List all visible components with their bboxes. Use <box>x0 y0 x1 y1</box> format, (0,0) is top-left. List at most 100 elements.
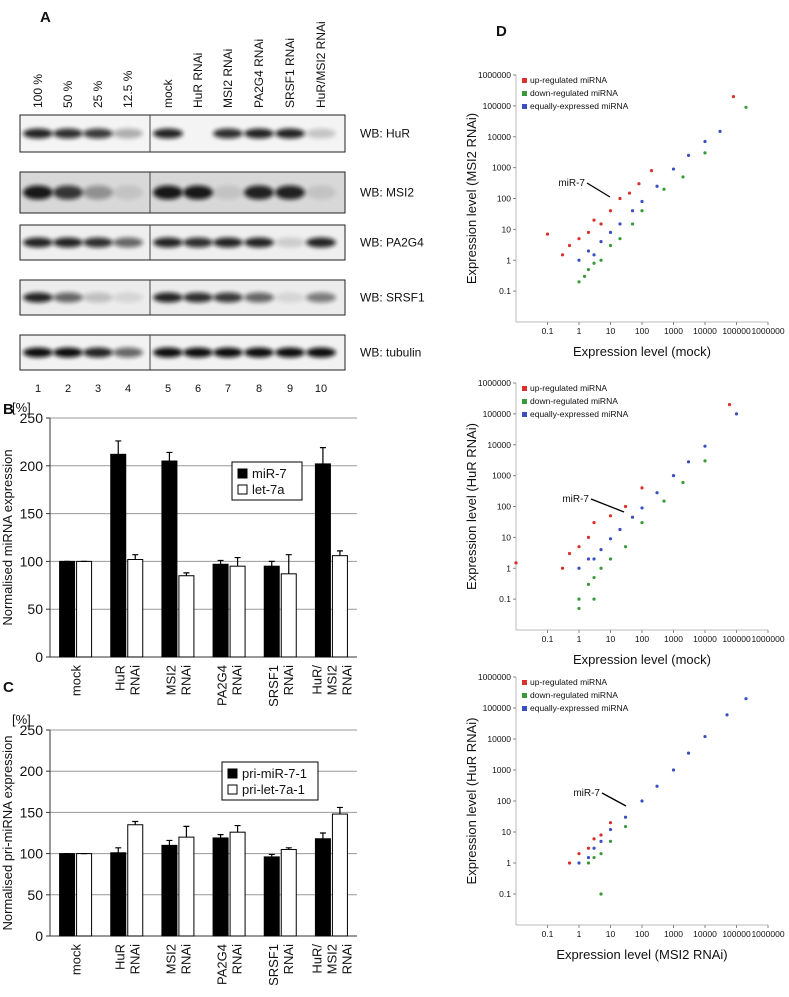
x-axis-label: Expression level (MSI2 RNAi) <box>556 947 727 962</box>
error-bar <box>234 824 241 833</box>
legend-label: equally-expressed miRNA <box>530 703 629 713</box>
data-point <box>703 139 707 144</box>
data-point <box>577 280 581 284</box>
y-tick-label: 50 <box>27 887 43 903</box>
bar <box>331 813 348 937</box>
y-axis-label: Expression level (MSI2 RNAi) <box>464 113 479 284</box>
y-tick-label: 100 <box>20 846 44 862</box>
y-tick-label: 250 <box>20 410 44 426</box>
legend-swatch <box>522 386 527 391</box>
error-bar <box>319 447 326 464</box>
bar <box>263 565 280 658</box>
x-tick-label: 1 <box>577 929 582 939</box>
data-point <box>671 167 676 171</box>
lane-header: 100 % <box>31 74 45 108</box>
y-tick-label: 100000 <box>483 101 512 111</box>
blot-band <box>113 292 143 303</box>
data-point <box>545 232 550 236</box>
blot-band <box>183 292 213 303</box>
blot-band <box>23 347 53 358</box>
data-point <box>599 566 603 570</box>
x-tick-label: MSI2RNAi <box>163 944 193 974</box>
error-bar <box>183 825 190 838</box>
y-tick-label: 50 <box>27 601 43 617</box>
data-point <box>649 169 654 173</box>
bar <box>229 565 246 658</box>
x-tick-label: 1 <box>577 634 582 644</box>
data-point <box>703 459 707 463</box>
error-bar <box>336 550 343 556</box>
data-point <box>640 521 644 525</box>
blot-band <box>275 185 305 200</box>
bar <box>314 838 331 937</box>
bar <box>178 575 195 658</box>
x-tick-label: mock <box>69 944 84 976</box>
x-tick-label: HuR/MSI2RNAi <box>309 665 354 696</box>
lane-number: 6 <box>195 383 201 395</box>
blot-band <box>153 128 183 139</box>
y-tick-label: 1000 <box>492 163 511 173</box>
bar <box>280 848 297 937</box>
legend-swatch <box>522 706 527 711</box>
data-point <box>577 852 581 856</box>
blot-band <box>306 237 336 248</box>
blot-band <box>113 237 143 248</box>
data-point <box>592 855 596 860</box>
blot-band <box>213 237 243 248</box>
bar <box>212 563 229 658</box>
y-tick-label: 10 <box>502 827 512 837</box>
data-point <box>662 499 666 503</box>
y-tick-label: 0.1 <box>499 286 511 296</box>
x-tick-label: 100000 <box>722 929 751 939</box>
blot-band <box>23 292 53 303</box>
x-tick-label: 1000000 <box>751 326 784 336</box>
data-point <box>640 799 644 803</box>
blot-band <box>113 128 143 139</box>
annotation: miR-7 <box>562 494 589 505</box>
data-point <box>623 824 628 829</box>
data-point <box>662 187 666 191</box>
error-bar <box>285 847 292 850</box>
error-bar <box>166 451 173 462</box>
x-axis-label: Expression level (mock) <box>573 344 711 359</box>
y-tick-label: 1000 <box>492 471 511 481</box>
legend-swatch <box>522 412 527 417</box>
data-point <box>586 855 591 860</box>
panel-label: A <box>40 9 51 26</box>
legend-label: equally-expressed miRNA <box>530 101 629 111</box>
blot-band <box>53 185 83 200</box>
lane-header: mock <box>161 78 175 108</box>
legend-label: equally-expressed miRNA <box>530 409 629 419</box>
bar <box>76 853 93 937</box>
bar <box>161 460 178 658</box>
x-tick-label: 100000 <box>722 634 751 644</box>
x-tick-label: HuRRNAi <box>112 944 142 974</box>
data-point <box>599 240 603 244</box>
blot-band <box>213 292 243 303</box>
blot-band <box>244 128 274 139</box>
data-point <box>608 557 613 561</box>
data-point <box>640 506 644 510</box>
error-bar <box>183 572 190 576</box>
legend-swatch <box>522 680 527 685</box>
blot-band <box>244 347 274 358</box>
legend-label: up-regulated miRNA <box>530 75 607 85</box>
blot-band <box>244 237 274 248</box>
data-point <box>514 561 518 565</box>
blot-band <box>83 185 113 200</box>
data-point <box>608 230 613 234</box>
data-point <box>725 713 729 717</box>
data-point <box>630 209 635 213</box>
x-tick-label: 10 <box>606 929 616 939</box>
data-point <box>655 184 659 188</box>
blot-band <box>53 292 83 303</box>
data-point <box>703 734 707 739</box>
blot-band <box>83 347 113 358</box>
x-tick-label: 100000 <box>722 326 751 336</box>
lane-number: 7 <box>225 383 231 395</box>
lane-number: 2 <box>65 383 71 395</box>
data-point <box>592 218 596 222</box>
data-point <box>577 861 581 865</box>
data-point <box>608 209 613 213</box>
blot-band <box>83 292 113 303</box>
